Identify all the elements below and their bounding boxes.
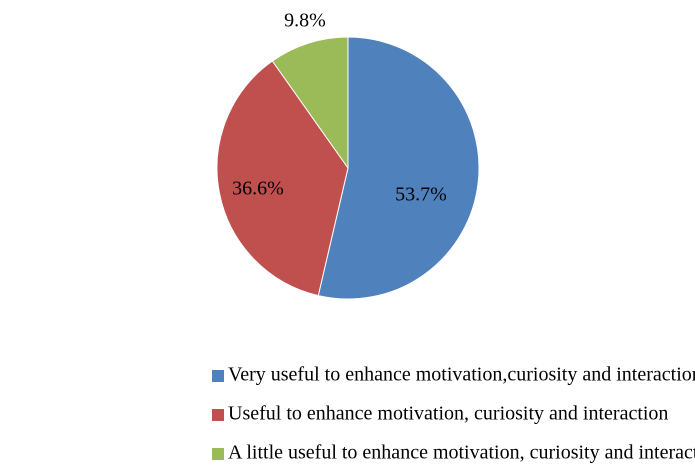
pie-slice	[271, 36, 349, 170]
legend-label: Very useful to enhance motivation,curios…	[228, 364, 695, 386]
data-label: 36.6%	[232, 178, 284, 200]
legend-swatch	[212, 409, 224, 421]
data-label: 53.7%	[395, 184, 447, 206]
legend-label: A little useful to enhance motivation, c…	[228, 442, 695, 464]
legend-label: Useful to enhance motivation, curiosity …	[228, 403, 668, 425]
legend-swatch	[212, 370, 224, 382]
pie-slice	[317, 36, 480, 300]
pie-slice	[216, 60, 349, 297]
data-label: 9.8%	[284, 10, 326, 32]
legend-swatch	[212, 448, 224, 460]
